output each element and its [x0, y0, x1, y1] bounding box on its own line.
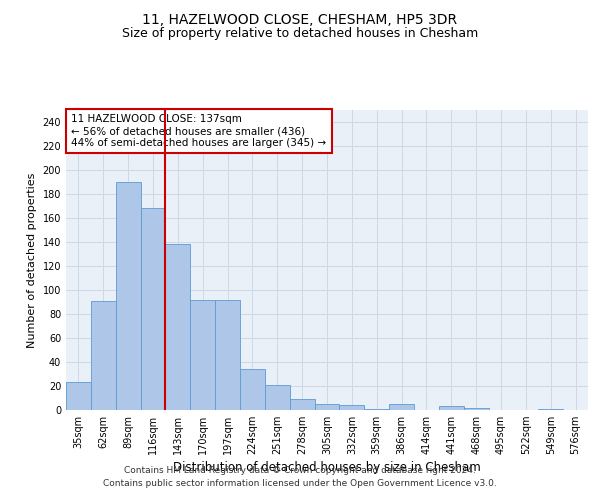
Y-axis label: Number of detached properties: Number of detached properties	[27, 172, 37, 348]
Bar	[116, 182, 140, 410]
Bar	[340, 405, 364, 410]
Bar	[364, 409, 389, 410]
Bar	[66, 382, 91, 410]
Text: 11 HAZELWOOD CLOSE: 137sqm
← 56% of detached houses are smaller (436)
44% of sem: 11 HAZELWOOD CLOSE: 137sqm ← 56% of deta…	[71, 114, 326, 148]
Bar	[314, 404, 340, 410]
Bar	[140, 208, 166, 410]
Bar	[190, 300, 215, 410]
Bar	[290, 399, 314, 410]
Bar	[215, 300, 240, 410]
Bar	[389, 404, 414, 410]
Text: Contains HM Land Registry data © Crown copyright and database right 2024.
Contai: Contains HM Land Registry data © Crown c…	[103, 466, 497, 487]
Bar	[240, 369, 265, 410]
X-axis label: Distribution of detached houses by size in Chesham: Distribution of detached houses by size …	[173, 462, 481, 474]
Text: Size of property relative to detached houses in Chesham: Size of property relative to detached ho…	[122, 28, 478, 40]
Bar	[464, 408, 488, 410]
Text: 11, HAZELWOOD CLOSE, CHESHAM, HP5 3DR: 11, HAZELWOOD CLOSE, CHESHAM, HP5 3DR	[142, 12, 458, 26]
Bar	[91, 301, 116, 410]
Bar	[439, 406, 464, 410]
Bar	[166, 244, 190, 410]
Bar	[265, 385, 290, 410]
Bar	[538, 409, 563, 410]
